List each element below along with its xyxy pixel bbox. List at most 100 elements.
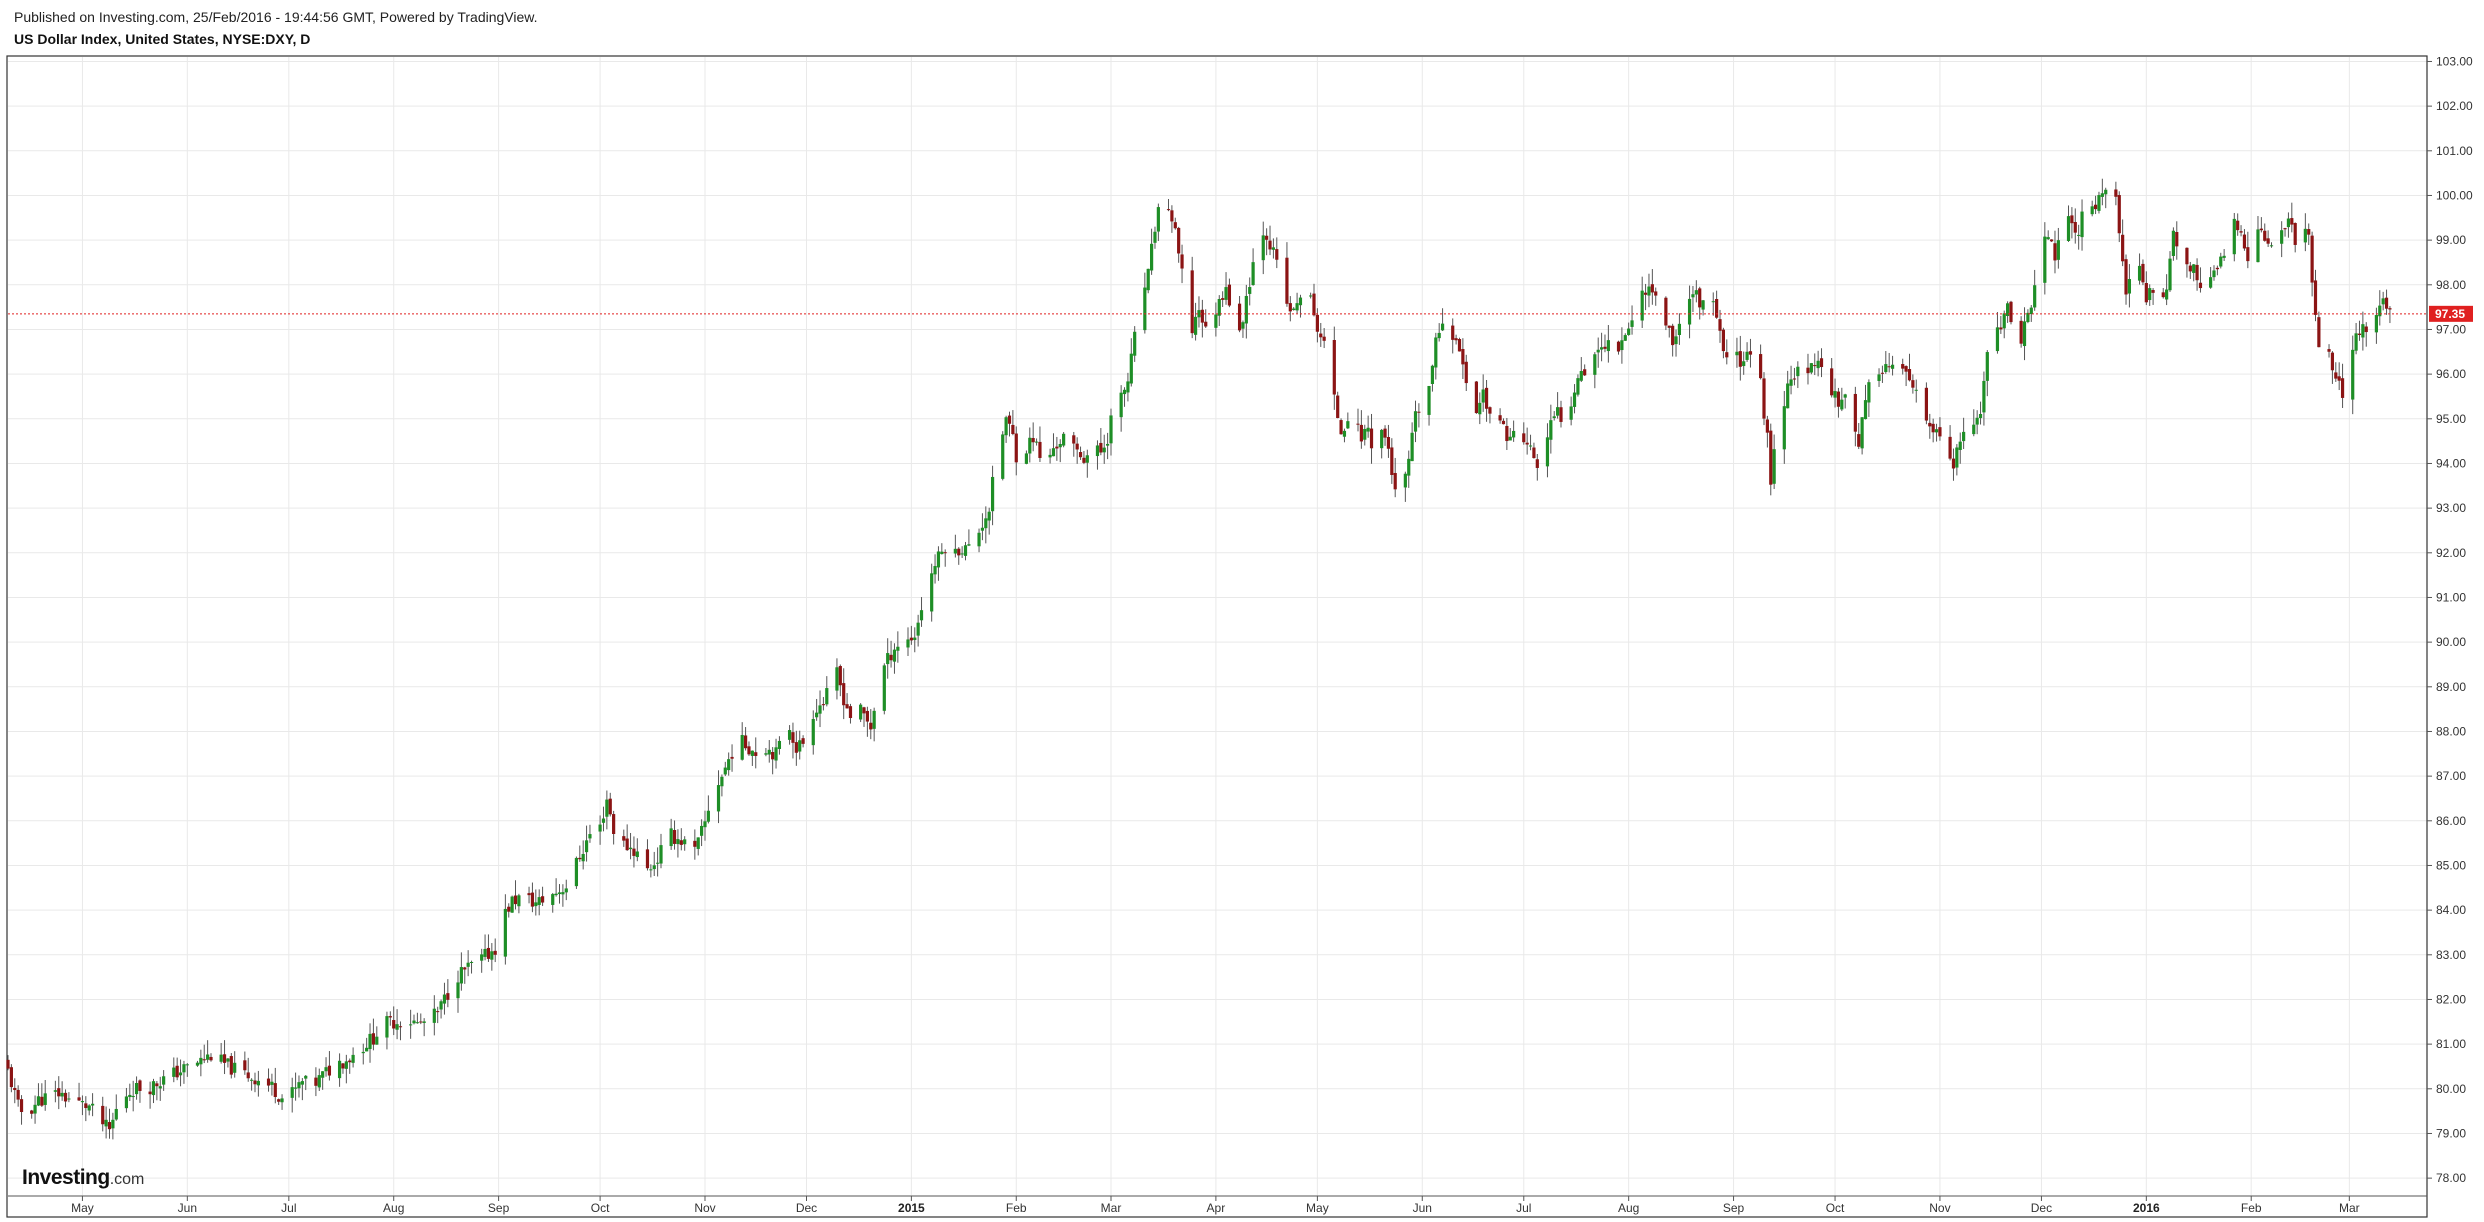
candle-down xyxy=(672,830,677,844)
candle-down xyxy=(1190,270,1194,334)
candlestick-series xyxy=(6,178,2392,1140)
candle-down xyxy=(2009,301,2013,323)
candle-up xyxy=(963,545,968,556)
candle-down xyxy=(77,1097,81,1101)
candle-up xyxy=(1890,364,1895,369)
y-tick-label: 84.00 xyxy=(2436,903,2466,917)
candle-up xyxy=(2006,303,2010,316)
candle-down xyxy=(1386,437,1391,449)
candle-up xyxy=(2171,230,2175,256)
candle-up xyxy=(2212,270,2216,278)
candle-up xyxy=(2280,230,2284,244)
candle-up xyxy=(172,1067,176,1077)
candle-up xyxy=(892,649,897,662)
candle-down xyxy=(2242,234,2247,249)
candle-down xyxy=(84,1103,88,1109)
candle-down xyxy=(1654,291,1658,296)
candle-down xyxy=(1759,354,1763,379)
candle-up xyxy=(1298,297,1303,306)
y-tick-label: 85.00 xyxy=(2436,858,2466,872)
y-tick-label: 83.00 xyxy=(2436,948,2466,962)
candle-down xyxy=(2185,247,2189,265)
candle-up xyxy=(835,667,839,691)
candle-down xyxy=(794,742,798,753)
candle-down xyxy=(842,683,846,706)
candle-down xyxy=(1180,254,1184,269)
candle-up xyxy=(1146,268,1150,291)
candle-up xyxy=(1711,301,1715,303)
candle-down xyxy=(1911,380,1915,388)
y-tick-label: 89.00 xyxy=(2436,680,2466,694)
candle-down xyxy=(1082,457,1086,463)
candle-up xyxy=(1867,382,1871,403)
candle-up xyxy=(1528,445,1533,447)
candle-up xyxy=(1508,436,1512,441)
candle-up xyxy=(1129,353,1133,384)
candle-down xyxy=(1715,299,1719,318)
candle-down xyxy=(754,752,758,756)
candle-down xyxy=(2151,290,2155,293)
candle-down xyxy=(1616,341,1621,352)
candle-up xyxy=(1034,441,1039,443)
candle-up xyxy=(1687,298,1692,325)
candle-up xyxy=(111,1119,115,1129)
candle-down xyxy=(229,1056,233,1075)
candle-up xyxy=(182,1064,186,1073)
candle-down xyxy=(1498,415,1502,421)
candle-up xyxy=(128,1094,132,1098)
candle-down xyxy=(2117,195,2121,234)
candle-up xyxy=(2354,333,2358,351)
candle-down xyxy=(1769,430,1773,485)
candle-down xyxy=(348,1060,352,1063)
candle-down xyxy=(40,1096,44,1106)
last-price-badge xyxy=(2429,305,2473,322)
candle-down xyxy=(943,552,947,554)
candle-down xyxy=(1853,393,1857,432)
candle-up xyxy=(1481,389,1485,403)
candle-up xyxy=(1809,363,1813,373)
y-tick-label: 86.00 xyxy=(2436,814,2466,828)
chart-title: US Dollar Index, United States, NYSE:DXY… xyxy=(14,31,311,47)
candle-up xyxy=(936,551,941,568)
candle-up xyxy=(456,982,460,999)
y-tick-label: 100.00 xyxy=(2436,188,2473,202)
candle-up xyxy=(659,845,663,864)
x-tick-label: Oct xyxy=(591,1201,610,1215)
candle-up xyxy=(1143,287,1147,331)
candle-up xyxy=(2351,349,2355,400)
y-tick-label: 88.00 xyxy=(2436,724,2466,738)
candle-up xyxy=(1119,392,1123,418)
candle-up xyxy=(368,1033,372,1050)
candle-down xyxy=(1285,257,1289,304)
x-tick-label: Jun xyxy=(1413,1201,1432,1215)
candle-up xyxy=(1677,323,1682,335)
candle-up xyxy=(104,1119,108,1127)
candle-down xyxy=(13,1087,17,1091)
candle-up xyxy=(1735,351,1739,356)
candle-down xyxy=(2259,228,2263,231)
price-axis: 78.00 79.00 80.00 81.00 82.00 83.00 84.00 85.00… xyxy=(2427,54,2473,1185)
candle-up xyxy=(1244,295,1248,324)
candle-up xyxy=(740,735,744,760)
candle-down xyxy=(645,849,650,869)
candle-down xyxy=(1559,407,1563,422)
candle-up xyxy=(1430,365,1435,384)
candle-down xyxy=(2246,247,2250,262)
candle-up xyxy=(984,518,988,529)
candle-down xyxy=(1170,210,1174,222)
candle-down xyxy=(2307,229,2311,235)
candle-up xyxy=(1413,411,1418,432)
candle-up xyxy=(290,1087,294,1098)
candle-down xyxy=(1819,358,1824,368)
candle-up xyxy=(1556,407,1560,416)
candle-up xyxy=(787,730,792,740)
candle-up xyxy=(700,825,704,836)
candle-down xyxy=(2161,292,2165,298)
candle-up xyxy=(584,840,589,853)
x-tick-label: Mar xyxy=(1101,1201,1122,1215)
candle-down xyxy=(1664,297,1668,326)
candle-up xyxy=(2046,237,2050,240)
candle-down xyxy=(2198,282,2203,289)
candle-up xyxy=(1569,406,1573,420)
